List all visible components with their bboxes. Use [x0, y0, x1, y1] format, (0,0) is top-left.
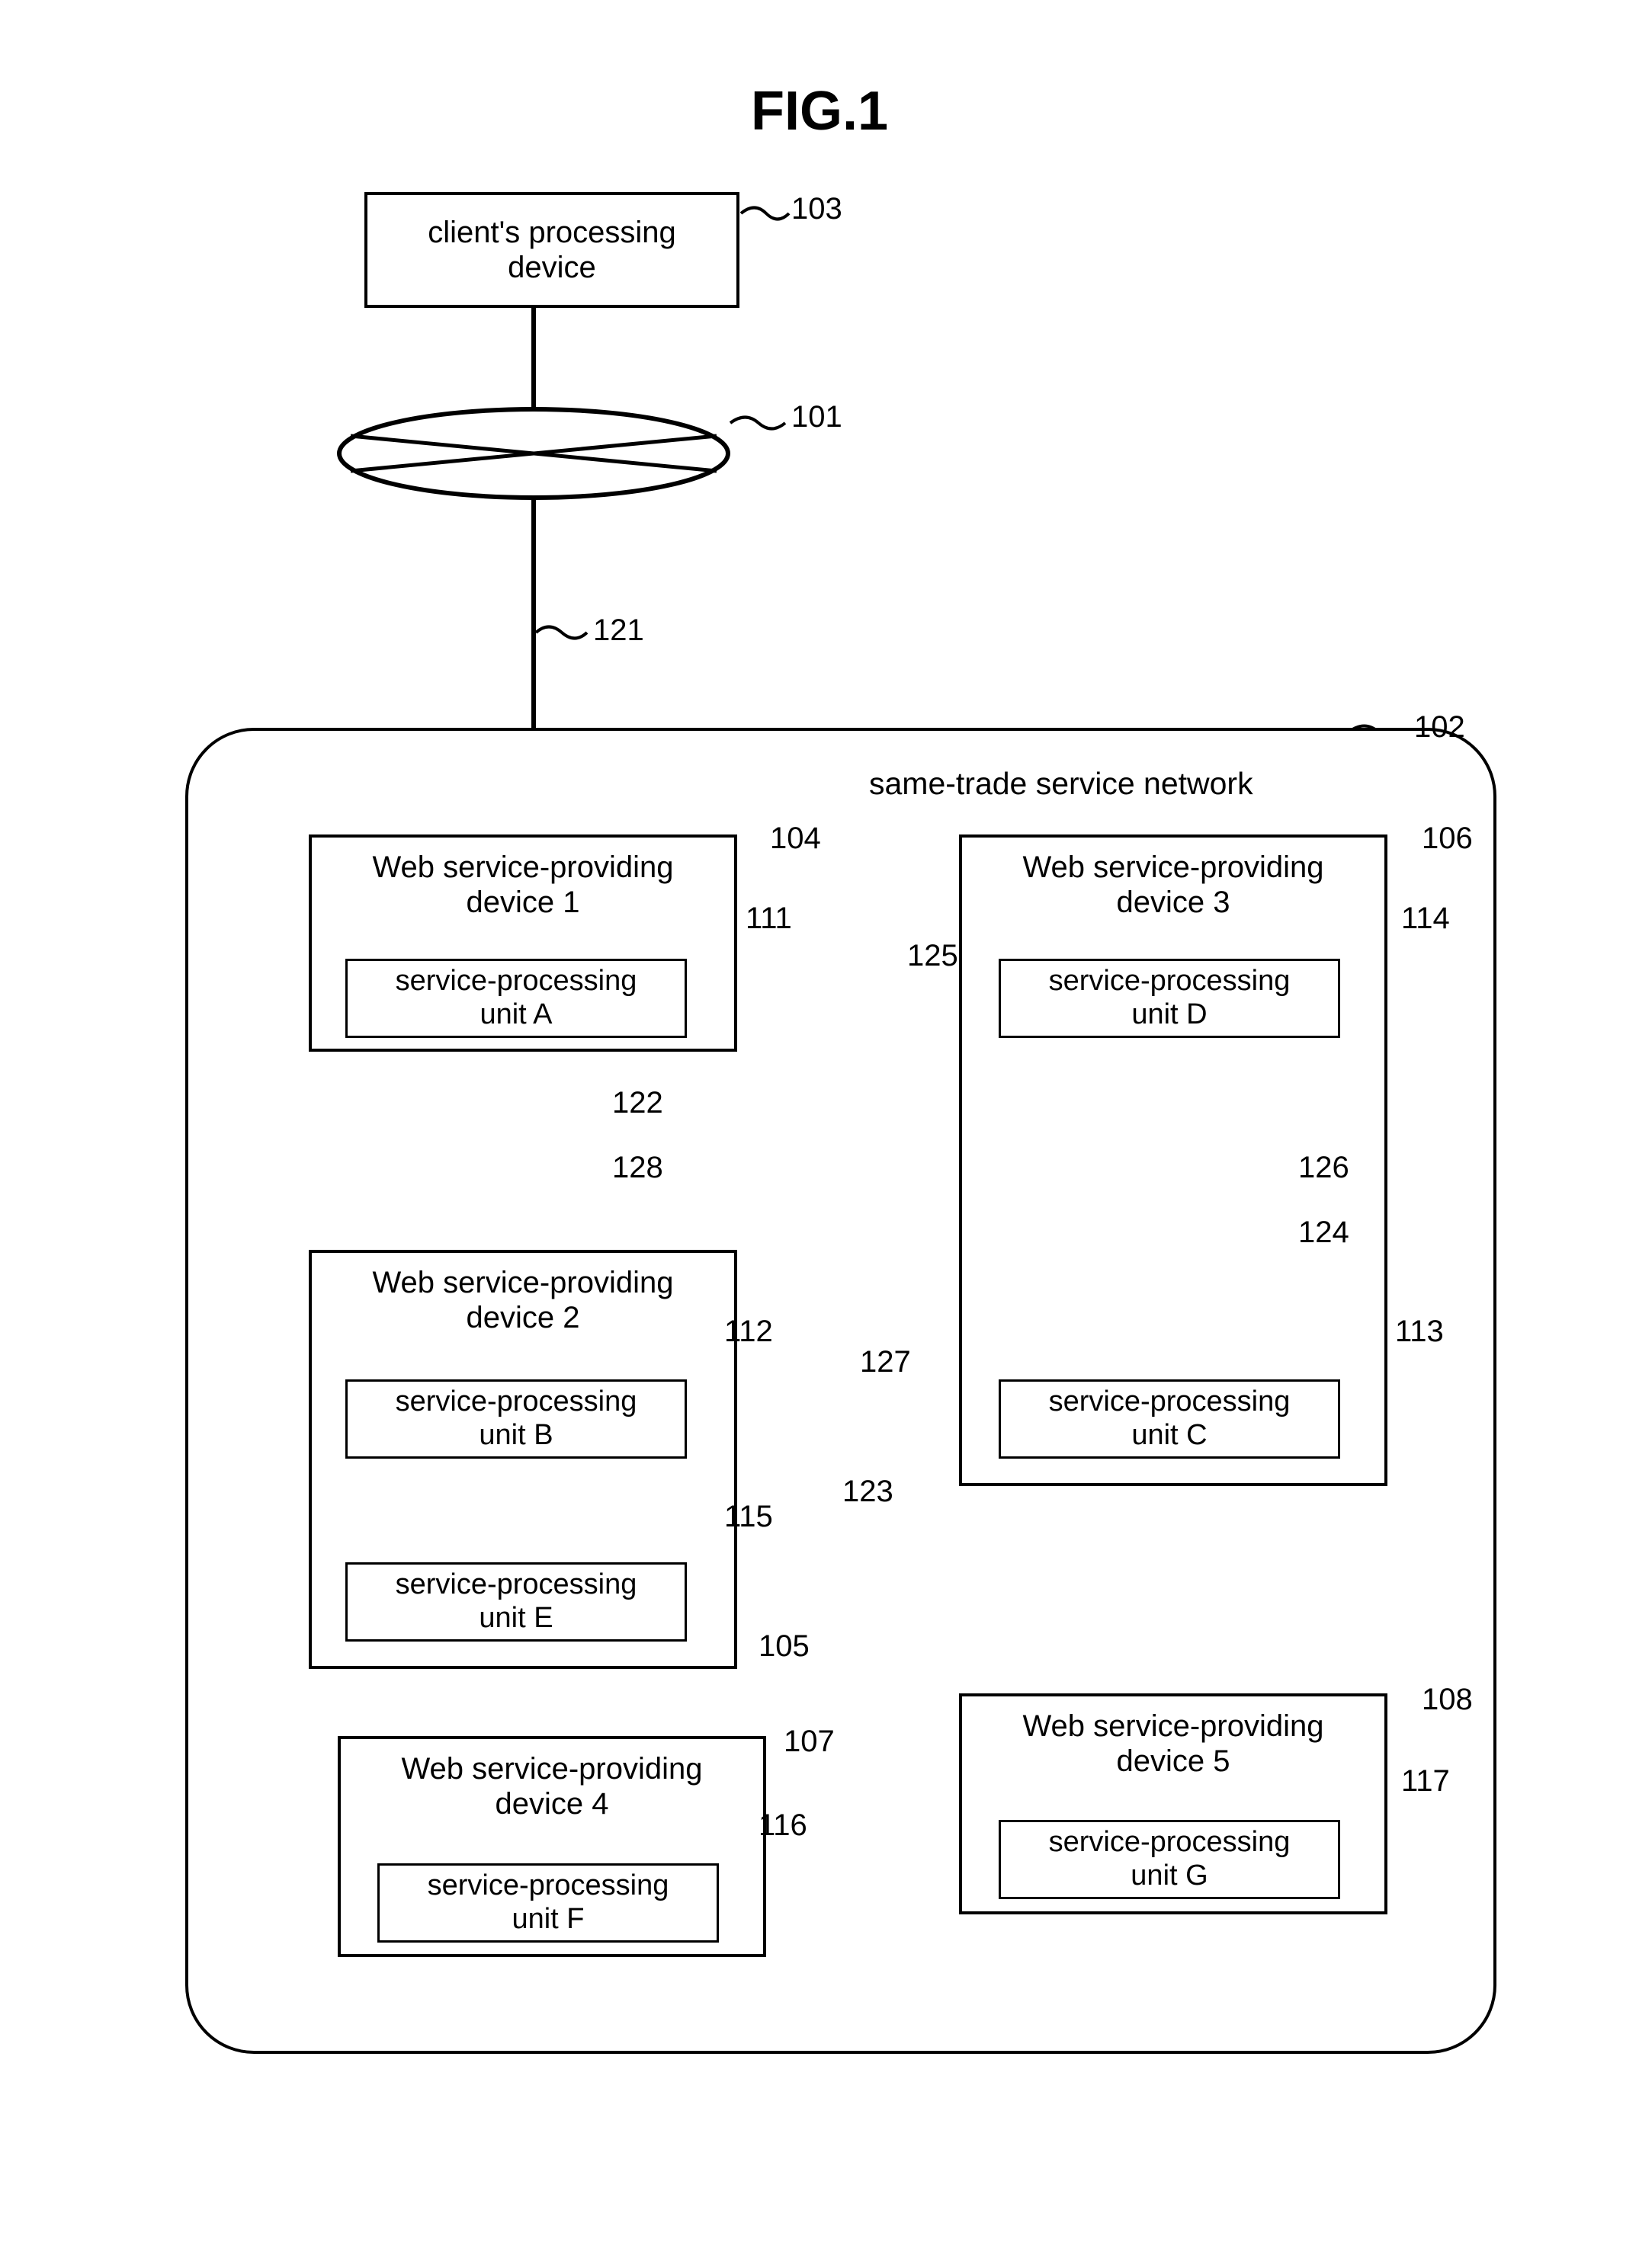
- ref-101: 101: [791, 400, 842, 434]
- ref-115: 115: [724, 1500, 773, 1534]
- ref-123: 123: [842, 1475, 893, 1509]
- unit-e-box: service-processingunit E: [345, 1562, 687, 1642]
- unit-a-box: service-processingunit A: [345, 959, 687, 1038]
- ref-111: 111: [746, 902, 792, 936]
- ref-108: 108: [1422, 1683, 1473, 1717]
- ref-124: 124: [1298, 1216, 1349, 1250]
- ref-122: 122: [612, 1086, 663, 1120]
- device-4-title: Web service-providingdevice 4: [397, 1747, 707, 1826]
- device-1-title: Web service-providingdevice 1: [368, 845, 678, 924]
- device-5-title: Web service-providingdevice 5: [1018, 1704, 1329, 1783]
- ref-116: 116: [759, 1808, 807, 1843]
- unit-b-text: service-processingunit B: [391, 1381, 642, 1456]
- unit-g-box: service-processingunit G: [999, 1820, 1340, 1899]
- unit-f-box: service-processingunit F: [377, 1863, 719, 1943]
- ref-102: 102: [1414, 710, 1465, 745]
- unit-d-box: service-processingunit D: [999, 959, 1340, 1038]
- unit-c-text: service-processingunit C: [1044, 1381, 1295, 1456]
- ref-127: 127: [860, 1345, 911, 1379]
- unit-c-box: service-processingunit C: [999, 1379, 1340, 1459]
- device-2-title: Web service-providingdevice 2: [368, 1261, 678, 1340]
- ref-105: 105: [759, 1629, 810, 1664]
- unit-g-text: service-processingunit G: [1044, 1821, 1295, 1897]
- same-trade-label: same-trade service network: [869, 766, 1253, 802]
- unit-a-text: service-processingunit A: [391, 960, 642, 1036]
- ref-104: 104: [770, 822, 821, 856]
- unit-f-text: service-processingunit F: [423, 1865, 674, 1940]
- unit-e-text: service-processingunit E: [391, 1564, 642, 1639]
- ref-107: 107: [784, 1725, 835, 1759]
- ref-126: 126: [1298, 1151, 1349, 1185]
- ref-121: 121: [593, 613, 644, 648]
- ref-112: 112: [724, 1315, 773, 1349]
- ref-128: 128: [612, 1151, 663, 1185]
- ref-106: 106: [1422, 822, 1473, 856]
- device-3-title: Web service-providingdevice 3: [1018, 845, 1329, 924]
- ref-114: 114: [1401, 902, 1450, 936]
- ref-125: 125: [907, 939, 958, 973]
- ref-113: 113: [1395, 1315, 1444, 1349]
- unit-b-box: service-processingunit B: [345, 1379, 687, 1459]
- unit-d-text: service-processingunit D: [1044, 960, 1295, 1036]
- ref-117: 117: [1401, 1764, 1450, 1799]
